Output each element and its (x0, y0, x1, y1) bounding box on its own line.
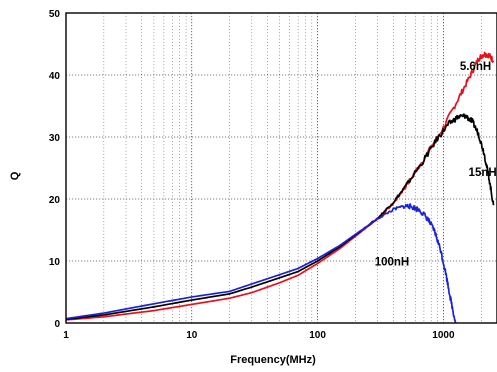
y-axis-label: Q (9, 171, 21, 180)
series-label-15nh: 15nH (469, 167, 497, 179)
y-tick-label: 30 (49, 133, 61, 144)
y-tick-label: 40 (49, 71, 61, 82)
series-label-100nh: 100nH (375, 256, 410, 268)
y-tick-label: 10 (49, 257, 61, 268)
plot-frame (65, 12, 497, 324)
grid-lines (66, 13, 497, 323)
series-labels: 5.6nH 15nH 100nH (375, 61, 497, 268)
x-axis-label: Frequency(MHz) (230, 354, 316, 366)
x-tick-label: 1000 (432, 330, 455, 341)
series-lines (65, 51, 495, 324)
y-tick-label: 20 (49, 195, 61, 206)
y-tick-label: 0 (54, 319, 60, 330)
y-tick-label: 50 (49, 9, 61, 20)
series-line-100nh (65, 203, 457, 324)
x-tick-label: 1 (63, 330, 69, 341)
x-tick-label: 10 (186, 330, 198, 341)
series-label-5-6nh: 5.6nH (460, 61, 491, 73)
series-line-15nh (65, 113, 495, 321)
x-tick-label: 100 (309, 330, 326, 341)
tick-labels: 1 10 100 1000 0 10 20 30 40 50 (49, 9, 455, 341)
